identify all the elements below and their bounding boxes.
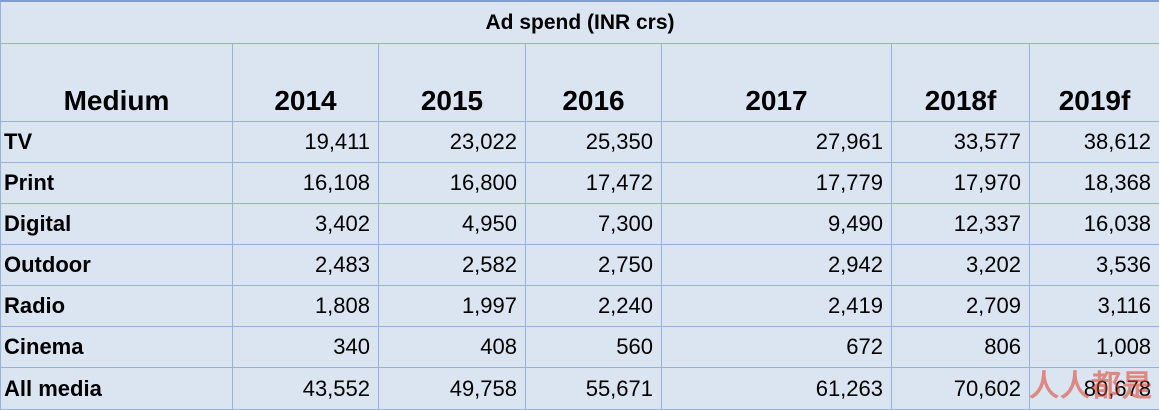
table-cell: 55,671 <box>526 368 662 410</box>
table-cell: 18,368 <box>1030 163 1159 204</box>
table-cell: 33,577 <box>892 122 1030 163</box>
table-row-all-media: All media 43,552 49,758 55,671 61,263 70… <box>1 368 1159 410</box>
table-cell: 49,758 <box>379 368 526 410</box>
table-row-outdoor: Outdoor 2,483 2,582 2,750 2,942 3,202 3,… <box>1 245 1159 286</box>
table-cell: 2,483 <box>233 245 379 286</box>
table-cell: 2,750 <box>526 245 662 286</box>
table-cell: 340 <box>233 327 379 368</box>
table-cell: 23,022 <box>379 122 526 163</box>
table-cell: 806 <box>892 327 1030 368</box>
table-row-tv: TV 19,411 23,022 25,350 27,961 33,577 38… <box>1 122 1159 163</box>
row-label: All media <box>1 368 233 410</box>
row-label: Digital <box>1 204 233 245</box>
table-cell: 16,800 <box>379 163 526 204</box>
column-header-2016: 2016 <box>526 44 662 122</box>
table-cell: 2,709 <box>892 286 1030 327</box>
table-cell: 672 <box>662 327 892 368</box>
table-cell: 2,582 <box>379 245 526 286</box>
table-cell: 80,678 <box>1030 368 1159 410</box>
column-header-2018f: 2018f <box>892 44 1030 122</box>
table-cell: 9,490 <box>662 204 892 245</box>
table-cell: 2,419 <box>662 286 892 327</box>
table-cell: 408 <box>379 327 526 368</box>
table-cell: 16,038 <box>1030 204 1159 245</box>
table-title: Ad spend (INR crs) <box>1 1 1159 44</box>
table-cell: 17,779 <box>662 163 892 204</box>
row-label: Print <box>1 163 233 204</box>
table-cell: 3,116 <box>1030 286 1159 327</box>
table-cell: 3,202 <box>892 245 1030 286</box>
table-cell: 7,300 <box>526 204 662 245</box>
table-row-cinema: Cinema 340 408 560 672 806 1,008 <box>1 327 1159 368</box>
table-cell: 38,612 <box>1030 122 1159 163</box>
table-cell: 2,240 <box>526 286 662 327</box>
table-cell: 27,961 <box>662 122 892 163</box>
row-label: Outdoor <box>1 245 233 286</box>
table-cell: 3,536 <box>1030 245 1159 286</box>
table-cell: 61,263 <box>662 368 892 410</box>
column-header-2017: 2017 <box>662 44 892 122</box>
table-cell: 16,108 <box>233 163 379 204</box>
table-cell: 1,808 <box>233 286 379 327</box>
table-cell: 1,008 <box>1030 327 1159 368</box>
table-cell: 43,552 <box>233 368 379 410</box>
table-cell: 17,970 <box>892 163 1030 204</box>
table-cell: 4,950 <box>379 204 526 245</box>
table-cell: 3,402 <box>233 204 379 245</box>
table-cell: 19,411 <box>233 122 379 163</box>
table-row-radio: Radio 1,808 1,997 2,240 2,419 2,709 3,11… <box>1 286 1159 327</box>
table-cell: 25,350 <box>526 122 662 163</box>
table-cell: 17,472 <box>526 163 662 204</box>
table-cell: 1,997 <box>379 286 526 327</box>
table-cell: 12,337 <box>892 204 1030 245</box>
column-header-2015: 2015 <box>379 44 526 122</box>
table-cell: 70,602 <box>892 368 1030 410</box>
table-row-print: Print 16,108 16,800 17,472 17,779 17,970… <box>1 163 1159 204</box>
row-label: Cinema <box>1 327 233 368</box>
row-label: Radio <box>1 286 233 327</box>
title-row: Ad spend (INR crs) <box>1 1 1159 44</box>
table-row-digital: Digital 3,402 4,950 7,300 9,490 12,337 1… <box>1 204 1159 245</box>
column-header-2019f: 2019f <box>1030 44 1159 122</box>
column-header-2014: 2014 <box>233 44 379 122</box>
row-label: TV <box>1 122 233 163</box>
table-cell: 560 <box>526 327 662 368</box>
column-header-medium: Medium <box>1 44 233 122</box>
table-cell: 2,942 <box>662 245 892 286</box>
header-row: Medium 2014 2015 2016 2017 2018f 2019f <box>1 44 1159 122</box>
